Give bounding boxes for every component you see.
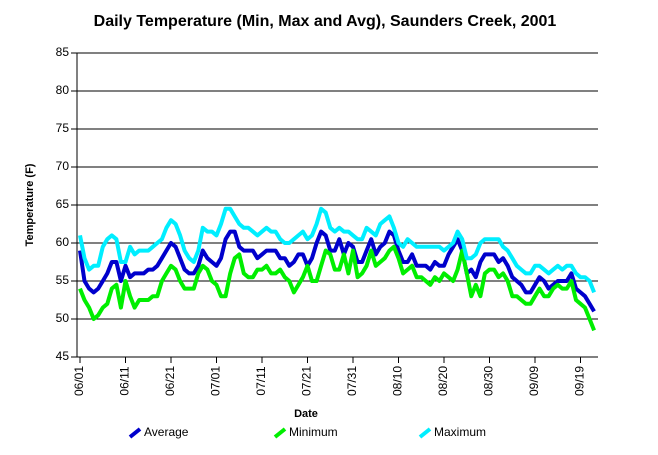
y-tick-label: 50 — [56, 311, 70, 325]
series-line — [78, 206, 596, 294]
x-tick-label: 06/01 — [72, 366, 86, 396]
x-tick-label: 08/20 — [436, 366, 450, 396]
legend-label: Maximum — [434, 425, 486, 439]
series-line — [78, 229, 596, 313]
chart-title: Daily Temperature (Min, Max and Avg), Sa… — [94, 13, 557, 30]
x-tick-label: 08/30 — [482, 366, 496, 396]
y-tick-label: 70 — [56, 159, 70, 173]
x-tick-label: 09/19 — [573, 366, 587, 396]
y-tick-label: 45 — [56, 349, 70, 363]
x-tick-label: 07/31 — [345, 366, 359, 396]
y-tick-label: 60 — [56, 235, 70, 249]
legend-label: Minimum — [289, 425, 338, 439]
legend-swatch — [128, 427, 142, 439]
y-tick-label: 65 — [56, 197, 70, 211]
series-line — [78, 244, 596, 332]
x-tick-label: 06/11 — [118, 366, 132, 395]
x-axis-label: Date — [294, 408, 318, 420]
x-tick-label: 07/01 — [209, 366, 223, 396]
x-tick-label: 08/10 — [391, 366, 405, 396]
y-tick-label: 85 — [56, 45, 70, 59]
y-tick-label: 55 — [56, 273, 70, 287]
legend-swatch — [418, 427, 432, 439]
legend-swatch — [273, 427, 287, 439]
x-tick-label: 07/11 — [254, 366, 268, 395]
x-tick-label: 07/21 — [300, 366, 314, 396]
legend-label: Average — [144, 425, 189, 439]
y-axis-label: Temperature (F) — [24, 163, 36, 246]
x-tick-label: 09/09 — [527, 366, 541, 396]
x-tick-label: 06/21 — [163, 366, 177, 396]
y-tick-label: 75 — [56, 121, 70, 135]
y-tick-label: 80 — [56, 83, 70, 97]
